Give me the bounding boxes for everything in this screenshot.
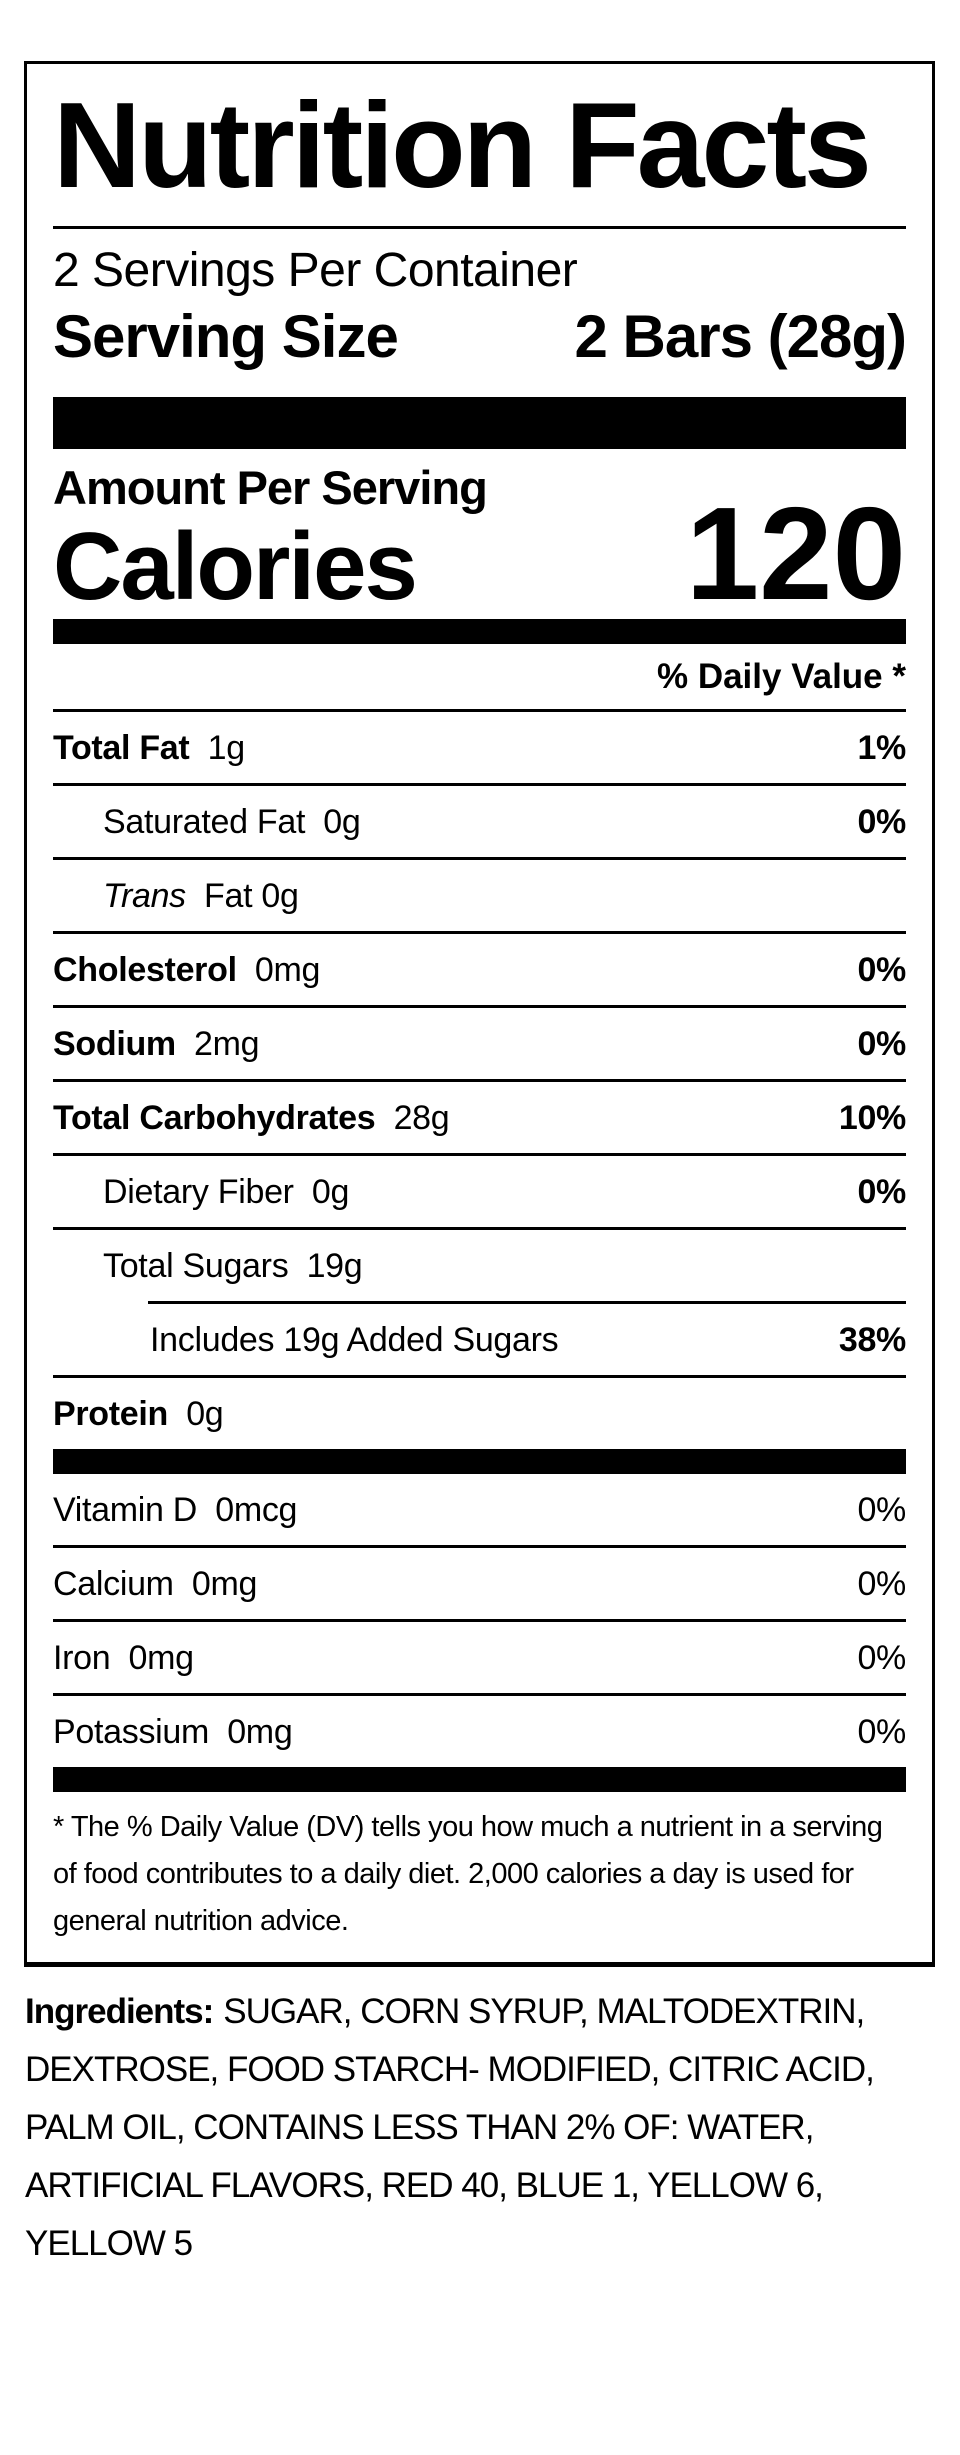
- nutrient-name: Calcium: [53, 1564, 174, 1603]
- nutrient-dv: 0%: [857, 1172, 906, 1211]
- nutrient-amount: 19g: [306, 1246, 363, 1285]
- row-dietary-fiber: Dietary Fiber 0g 0%: [53, 1156, 906, 1230]
- nutrient-name: Vitamin D: [53, 1490, 198, 1529]
- nutrient-name-group: Includes 19g Added Sugars: [150, 1320, 567, 1360]
- nutrient-name-group: Protein 0g: [53, 1394, 224, 1434]
- nutrient-name-group: Total Fat 1g: [53, 728, 245, 768]
- nutrient-name: Trans: [103, 876, 186, 915]
- nutrient-name: Total Carbohydrates: [53, 1098, 376, 1137]
- nutrient-name: Sodium: [53, 1024, 176, 1063]
- nutrient-name: Total Sugars: [103, 1246, 289, 1285]
- row-added-sugars: Includes 19g Added Sugars 38%: [53, 1304, 906, 1378]
- nutrient-name-group: Potassium 0mg: [53, 1712, 293, 1752]
- thick-separator-bar: [53, 1766, 906, 1792]
- serving-size-label: Serving Size: [53, 302, 399, 370]
- nutrient-name: Cholesterol: [53, 950, 237, 989]
- nutrient-amount: 0g: [323, 802, 361, 841]
- nutrient-dv: 0%: [857, 1712, 906, 1751]
- row-cholesterol: Cholesterol 0mg 0%: [53, 934, 906, 1008]
- nutrient-name-group: Vitamin D 0mcg: [53, 1490, 297, 1530]
- serving-size-value: 2 Bars (28g): [574, 302, 907, 370]
- row-vitamin-d: Vitamin D 0mcg 0%: [53, 1474, 906, 1548]
- calories-value: 120: [685, 479, 906, 627]
- amount-per-serving-label: Amount Per Serving: [53, 460, 488, 514]
- nutrition-facts-label: Nutrition Facts 2 Servings Per Container…: [24, 61, 935, 1967]
- label-title: Nutrition Facts: [53, 77, 872, 213]
- ingredients-paragraph: Ingredients: SUGAR, CORN SYRUP, MALTODEXT…: [25, 1983, 935, 2273]
- page: Nutrition Facts 2 Servings Per Container…: [0, 61, 960, 2273]
- indented-divider: [148, 1300, 906, 1304]
- row-protein: Protein 0g: [53, 1378, 906, 1449]
- daily-value-footnote: * The % Daily Value (DV) tells you how m…: [53, 1810, 883, 1937]
- nutrient-dv: 10%: [838, 1098, 906, 1137]
- nutrient-amount: Fat 0g: [204, 876, 299, 915]
- calories-block: Amount Per Serving Calories 120: [53, 449, 906, 619]
- nutrient-amount: 0mg: [191, 1564, 258, 1603]
- nutrient-amount: 0mcg: [215, 1490, 298, 1529]
- nutrient-name-group: Cholesterol 0mg: [53, 950, 320, 990]
- row-calcium: Calcium 0mg 0%: [53, 1548, 906, 1622]
- nutrient-dv: 1%: [857, 728, 906, 767]
- nutrient-name-group: Total Carbohydrates 28g: [53, 1098, 450, 1138]
- nutrient-name-group: Total Sugars 19g: [103, 1246, 363, 1286]
- nutrient-amount: 0mg: [254, 950, 321, 989]
- row-sodium: Sodium 2mg 0%: [53, 1008, 906, 1082]
- nutrient-amount: 0g: [311, 1172, 350, 1211]
- row-potassium: Potassium 0mg 0%: [53, 1696, 906, 1767]
- ingredients-text: SUGAR, CORN SYRUP, MALTODEXTRIN, DEXTROS…: [25, 1991, 875, 2263]
- nutrient-dv: 0%: [857, 1024, 906, 1063]
- nutrient-amount: 1g: [207, 728, 246, 767]
- serving-size-row: Serving Size 2 Bars (28g): [53, 302, 907, 371]
- nutrient-name-group: Dietary Fiber 0g: [103, 1172, 349, 1212]
- nutrient-dv: 0%: [857, 950, 906, 989]
- title-divider: [53, 226, 906, 229]
- nutrient-dv: 38%: [838, 1320, 906, 1359]
- nutrient-amount: 0g: [186, 1394, 224, 1433]
- row-total-carbohydrates: Total Carbohydrates 28g 10%: [53, 1082, 906, 1156]
- nutrient-name: Iron: [53, 1638, 111, 1677]
- calories-label: Calories: [53, 512, 418, 620]
- nutrient-name: Protein: [53, 1394, 169, 1433]
- nutrient-name: Potassium: [53, 1712, 210, 1751]
- nutrient-name: Saturated Fat: [103, 802, 306, 841]
- row-iron: Iron 0mg 0%: [53, 1622, 906, 1696]
- row-total-sugars: Total Sugars 19g: [53, 1230, 906, 1301]
- ingredients-heading: Ingredients:: [25, 1991, 214, 2031]
- servings-per-container: 2 Servings Per Container: [53, 244, 578, 297]
- nutrient-amount: 28g: [393, 1098, 450, 1137]
- nutrient-dv: 0%: [857, 1490, 906, 1529]
- row-total-fat: Total Fat 1g 1%: [53, 712, 906, 786]
- thick-separator-bar: [53, 1448, 906, 1474]
- row-trans-fat: Trans Fat 0g: [53, 860, 906, 934]
- nutrient-name-group: Sodium 2mg: [53, 1024, 260, 1064]
- nutrient-name: Includes 19g Added Sugars: [150, 1320, 559, 1359]
- nutrient-dv: 0%: [857, 1638, 906, 1677]
- nutrient-name: Total Fat: [53, 728, 190, 767]
- nutrient-name: Dietary Fiber: [103, 1172, 294, 1211]
- nutrient-dv: 0%: [857, 1564, 906, 1603]
- nutrient-name-group: Iron 0mg: [53, 1638, 194, 1678]
- daily-value-header: % Daily Value *: [53, 644, 906, 712]
- thick-separator-bar: [53, 618, 906, 644]
- thick-separator-bar: [53, 396, 906, 449]
- nutrient-amount: 0mg: [227, 1712, 293, 1751]
- nutrient-amount: 2mg: [194, 1024, 260, 1063]
- nutrient-dv: 0%: [857, 802, 906, 841]
- row-saturated-fat: Saturated Fat 0g 0%: [53, 786, 906, 860]
- nutrient-name-group: Trans Fat 0g: [103, 876, 299, 916]
- nutrient-name-group: Saturated Fat 0g: [103, 802, 361, 842]
- nutrient-name-group: Calcium 0mg: [53, 1564, 257, 1604]
- nutrient-amount: 0mg: [128, 1638, 195, 1677]
